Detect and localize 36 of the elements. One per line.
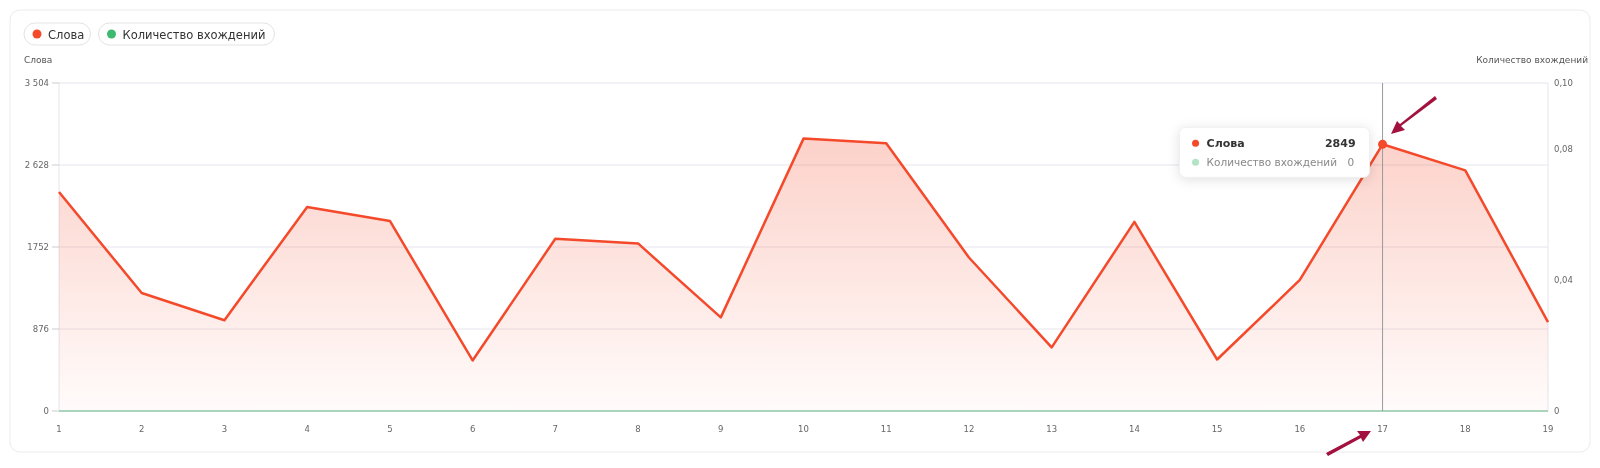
y-axis-title: Слова <box>24 55 53 65</box>
annotation: 0 <box>1347 156 1355 169</box>
x-tick-label: 5 <box>387 424 393 434</box>
y2-tick-label: 0,04 <box>1554 274 1573 285</box>
x-tick-label: 11 <box>880 424 892 434</box>
annotation: Количество вхождений <box>1206 156 1337 169</box>
x-tick-label: 1 <box>56 424 62 434</box>
y2-tick-label: 0 <box>1554 406 1560 416</box>
legend-label: Слова <box>48 27 85 42</box>
annotation: 2849 <box>1324 137 1356 151</box>
x-tick-label: 9 <box>718 424 724 434</box>
x-tick-label: 10 <box>798 424 809 434</box>
y-tick-label: 2 628 <box>24 160 49 170</box>
x-tick-label: 19 <box>1542 424 1554 434</box>
x-tick-label: 12 <box>963 424 975 434</box>
y2-tick-label: 0,08 <box>1554 143 1573 154</box>
x-tick-label: 13 <box>1046 424 1058 434</box>
x-tick-label: 17 <box>1377 424 1388 434</box>
annotation: Слова <box>1206 137 1245 151</box>
y2-axis-title: Количество вхождений <box>1476 55 1589 65</box>
x-tick-label: 7 <box>552 424 559 434</box>
y-tick-label: 876 <box>32 324 49 334</box>
x-tick-label: 8 <box>635 424 641 434</box>
x-tick-label: 16 <box>1294 424 1306 434</box>
x-tick-label: 2 <box>139 424 145 434</box>
x-tick-label: 6 <box>469 424 476 434</box>
x-tick-label: 15 <box>1211 424 1223 434</box>
legend-label: Количество вхождений <box>122 27 266 42</box>
y-tick-label: 3 504 <box>24 78 49 88</box>
x-tick-label: 14 <box>1128 424 1140 434</box>
y-tick-label: 0 <box>43 406 49 416</box>
y-tick-label: 1752 <box>27 242 49 252</box>
x-tick-label: 4 <box>304 424 310 434</box>
x-tick-label: 3 <box>221 424 228 434</box>
y2-tick-label: 0,10 <box>1554 78 1573 88</box>
x-tick-label: 18 <box>1459 424 1471 434</box>
